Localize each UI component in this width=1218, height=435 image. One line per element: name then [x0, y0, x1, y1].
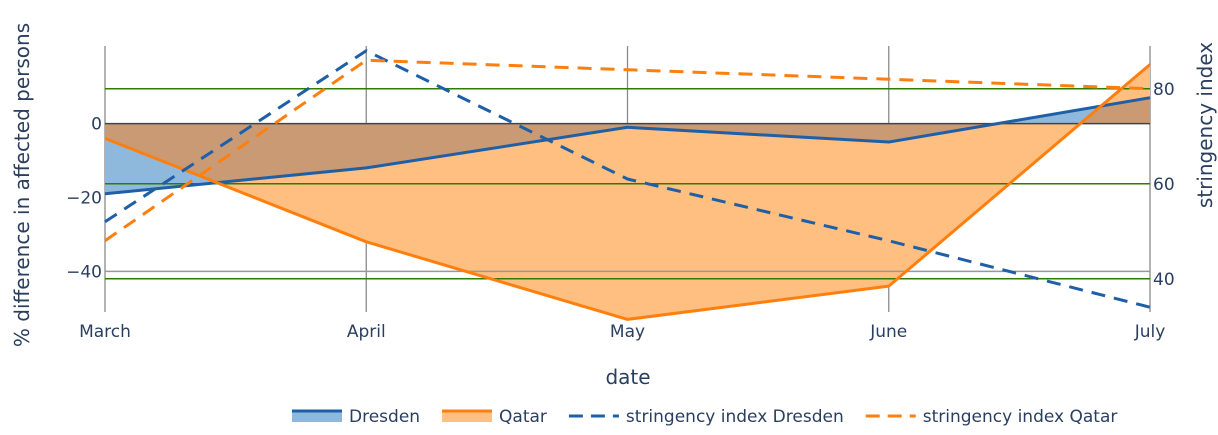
- x-axis-title: date: [605, 365, 650, 389]
- y2-tick-label: 60: [1153, 175, 1175, 195]
- reference-lines: [105, 88, 1150, 280]
- y2-axis-title: stringency index: [1193, 42, 1217, 208]
- legend-label-qatar: Qatar: [499, 407, 547, 427]
- y-axis-title: % difference in affected persons: [10, 23, 34, 347]
- series-line-dresden: [104, 96, 1151, 196]
- y2-tick-label: 80: [1153, 80, 1175, 100]
- series-line-stringency-index-qatar: [104, 58, 1151, 242]
- legend-swatch-qatar: [442, 411, 493, 422]
- legend-label-stringency-index-dresden: stringency index Dresden: [626, 407, 844, 427]
- x-tick-label: June: [869, 322, 907, 342]
- y-tick-label: −40: [66, 262, 102, 282]
- legend-label-dresden: Dresden: [349, 407, 420, 427]
- series-line-qatar: [104, 63, 1151, 321]
- tick-labels: March April May June July 0 −20 −40 80 60 40: [66, 80, 1175, 342]
- y-tick-label: 0: [91, 115, 102, 135]
- y2-tick-label: 40: [1153, 270, 1175, 290]
- series-lines: [104, 49, 1151, 321]
- area-overlap: [105, 97, 1150, 183]
- legend-label-stringency-index-qatar: stringency index Qatar: [923, 407, 1118, 427]
- series-line-stringency-index-dresden: [104, 49, 1151, 309]
- legend: Dresden Qatar stringency index Dresden stri…: [292, 407, 1117, 427]
- area-fills: [105, 64, 1150, 320]
- x-tick-label: May: [610, 322, 645, 342]
- legend-swatch-dresden: [292, 411, 342, 422]
- x-tick-label: April: [347, 322, 386, 342]
- y-tick-label: −20: [66, 188, 102, 208]
- x-tick-label: March: [79, 322, 131, 342]
- x-tick-label: July: [1134, 322, 1166, 342]
